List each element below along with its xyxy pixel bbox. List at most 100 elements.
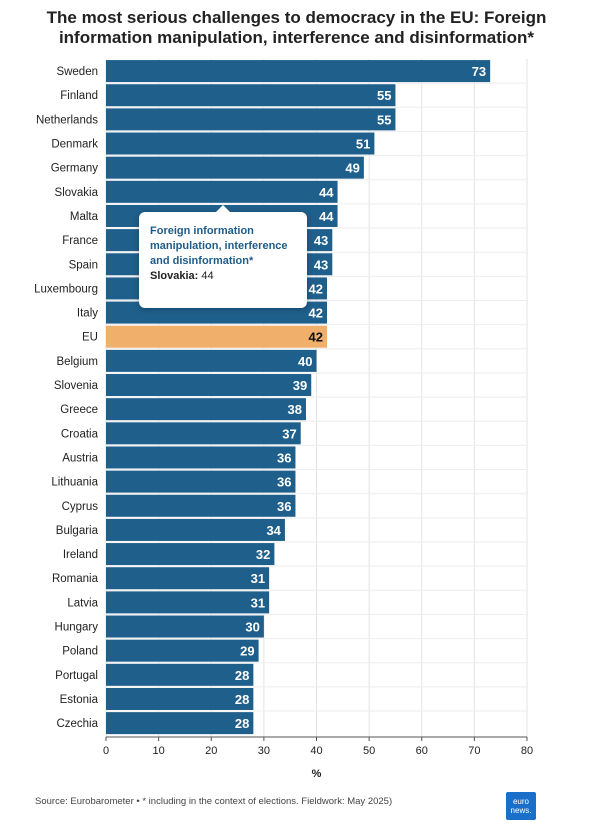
value-label-germany: 49 [345, 161, 359, 176]
value-label-spain: 43 [314, 257, 328, 272]
category-label-lithuania: Lithuania [51, 477, 98, 489]
bar-bulgaria [106, 518, 285, 541]
bar-estonia [106, 687, 254, 710]
bar-slovakia [106, 180, 338, 203]
category-label-estonia: Estonia [60, 694, 99, 706]
value-label-romania: 31 [251, 571, 265, 586]
value-label-sweden: 73 [472, 64, 486, 79]
bar-chart: Sweden 73 Finland 55 Netherlands 55 Denmark 51 G… [34, 59, 533, 780]
category-label-denmark: Denmark [51, 139, 98, 151]
bar-hungary [106, 615, 264, 638]
value-label-eu: 42 [309, 330, 323, 345]
category-label-latvia: Latvia [67, 597, 98, 609]
source-note: Source: Eurobarometer • * including in t… [35, 796, 393, 807]
value-label-slovakia: 44 [319, 185, 334, 200]
tooltip-value: 44 [201, 270, 214, 282]
value-label-greece: 38 [288, 402, 302, 417]
value-label-luxembourg: 42 [309, 281, 323, 296]
category-label-czechia: Czechia [56, 718, 98, 730]
value-label-netherlands: 55 [377, 112, 391, 127]
x-tick-label-6: 60 [416, 745, 428, 757]
category-label-italy: Italy [77, 308, 98, 320]
value-label-finland: 55 [377, 88, 391, 103]
bar-sweden [106, 60, 491, 83]
value-label-latvia: 31 [251, 595, 265, 610]
value-label-portugal: 28 [235, 668, 249, 683]
category-label-slovenia: Slovenia [54, 380, 99, 392]
x-tick-label-2: 20 [205, 745, 217, 757]
chart-title-line-1: The most serious challenges to democracy… [46, 8, 547, 27]
category-label-austria: Austria [62, 452, 98, 464]
tooltip-title: Foreign information manipulation, interf… [150, 225, 288, 267]
category-label-spain: Spain [69, 259, 98, 271]
category-label-germany: Germany [51, 163, 99, 175]
bar-germany [106, 156, 364, 179]
category-label-eu: EU [82, 332, 98, 344]
value-label-france: 43 [314, 233, 328, 248]
category-label-cyprus: Cyprus [62, 501, 99, 513]
bar-croatia [106, 422, 301, 445]
category-label-luxembourg: Luxembourg [34, 283, 98, 295]
value-label-poland: 29 [240, 644, 254, 659]
value-label-denmark: 51 [356, 137, 370, 152]
category-label-malta: Malta [70, 211, 99, 223]
bar-netherlands [106, 108, 396, 131]
bar-cyprus [106, 494, 296, 517]
x-tick-label-0: 0 [103, 745, 109, 757]
category-label-finland: Finland [60, 90, 98, 102]
bar-ireland [106, 543, 275, 566]
chart-tooltip: Foreign information manipulation, interf… [139, 205, 307, 308]
category-label-greece: Greece [60, 404, 98, 416]
x-axis-title: % [312, 768, 322, 780]
value-label-austria: 36 [277, 450, 291, 465]
bar-lithuania [106, 470, 296, 493]
value-label-czechia: 28 [235, 716, 249, 731]
value-label-ireland: 32 [256, 547, 270, 562]
value-label-cyprus: 36 [277, 499, 291, 514]
chart-title-line-2: information manipulation, interference a… [58, 28, 535, 47]
value-label-malta: 44 [319, 209, 334, 224]
value-label-bulgaria: 34 [266, 523, 281, 538]
value-label-croatia: 37 [282, 426, 296, 441]
value-label-italy: 42 [309, 306, 323, 321]
bar-latvia [106, 591, 270, 614]
category-label-poland: Poland [62, 646, 98, 658]
logo-line-1: euro [512, 797, 529, 806]
bar-portugal [106, 663, 254, 686]
value-label-lithuania: 36 [277, 475, 291, 490]
chart-title: The most serious challenges to democracy… [0, 8, 593, 48]
category-label-belgium: Belgium [56, 356, 98, 368]
x-tick-label-4: 40 [310, 745, 322, 757]
category-label-ireland: Ireland [63, 549, 98, 561]
x-tick-label-8: 80 [521, 745, 533, 757]
tooltip-category: Slovakia: [150, 270, 199, 282]
bar-austria [106, 446, 296, 469]
bar-romania [106, 567, 270, 590]
bar-poland [106, 639, 259, 662]
euronews-logo[interactable]: euro news. [506, 792, 536, 820]
tooltip-body: Slovakia: 44 [150, 269, 296, 284]
x-tick-label-5: 50 [363, 745, 375, 757]
x-tick-label-7: 70 [468, 745, 480, 757]
bar-slovenia [106, 374, 312, 397]
bar-eu [106, 325, 328, 348]
x-tick-label-3: 30 [258, 745, 270, 757]
x-tick-label-1: 10 [153, 745, 165, 757]
category-label-france: France [62, 235, 98, 247]
category-label-portugal: Portugal [55, 670, 98, 682]
category-label-sweden: Sweden [56, 66, 98, 78]
category-label-croatia: Croatia [61, 428, 99, 440]
value-label-belgium: 40 [298, 354, 312, 369]
bar-belgium [106, 349, 317, 372]
bar-denmark [106, 132, 375, 155]
bar-greece [106, 398, 306, 421]
category-label-netherlands: Netherlands [36, 114, 98, 126]
logo-line-2: news. [510, 806, 532, 815]
category-label-bulgaria: Bulgaria [56, 525, 99, 537]
bar-finland [106, 84, 396, 107]
bar-czechia [106, 712, 254, 735]
category-label-romania: Romania [52, 573, 99, 585]
value-label-slovenia: 39 [293, 378, 307, 393]
category-label-slovakia: Slovakia [55, 187, 99, 199]
category-label-hungary: Hungary [55, 622, 99, 634]
